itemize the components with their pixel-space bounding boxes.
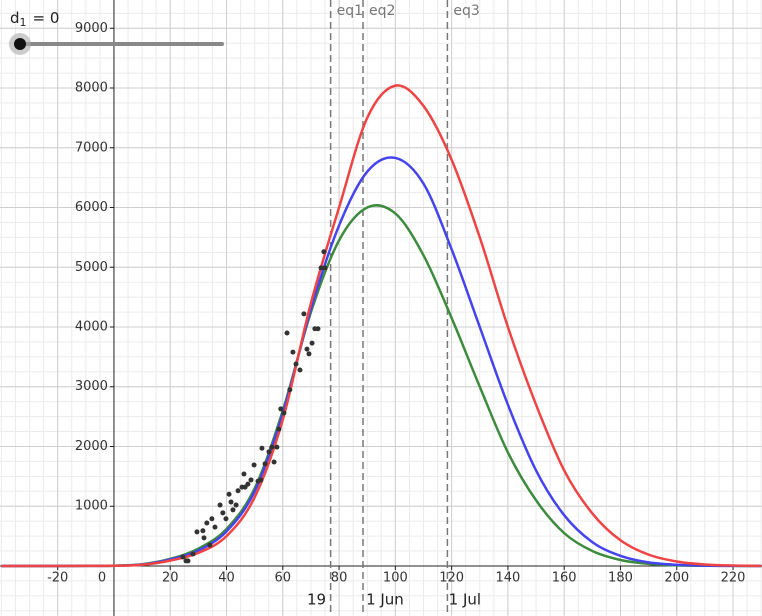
x-tick-label: 160 <box>552 570 577 585</box>
y-tick-label: 5000 <box>75 260 108 275</box>
slider-knob[interactable] <box>14 38 26 50</box>
slider-subscript: 1 <box>20 16 27 29</box>
data-point <box>322 265 328 271</box>
data-point <box>318 265 324 271</box>
x-tick-label: 80 <box>331 570 348 585</box>
data-point <box>290 349 296 355</box>
x-tick-label: 60 <box>275 570 292 585</box>
date-label: 1 Jun <box>366 591 404 609</box>
data-point <box>281 410 287 416</box>
data-point <box>278 406 284 412</box>
y-tick-label: 8000 <box>75 81 108 96</box>
data-point <box>271 459 277 465</box>
data-point <box>209 516 215 522</box>
x-tick-label: 180 <box>608 570 633 585</box>
data-point <box>204 520 210 526</box>
data-point <box>315 326 321 332</box>
data-point <box>220 510 226 516</box>
data-point <box>274 444 280 450</box>
data-point <box>180 554 186 560</box>
data-point <box>321 249 327 255</box>
data-point <box>259 445 265 451</box>
data-point <box>185 558 191 564</box>
data-point <box>248 477 254 483</box>
data-point <box>309 340 315 346</box>
data-point <box>293 361 299 367</box>
vertical-line-label: eq1 <box>337 3 363 19</box>
y-tick-label: 2000 <box>75 439 108 454</box>
data-point <box>269 444 275 450</box>
data-point <box>258 477 264 483</box>
data-point <box>230 507 236 513</box>
x-tick-label: 40 <box>218 570 235 585</box>
y-tick-label: 3000 <box>75 379 108 394</box>
data-point <box>223 516 229 522</box>
y-tick-label: 4000 <box>75 319 108 334</box>
y-tick-label: 7000 <box>75 140 108 155</box>
data-point <box>262 461 268 467</box>
slider-label: d1 = 0 <box>10 9 59 30</box>
vertical-line-label: eq2 <box>369 3 395 19</box>
x-tick-label: 100 <box>383 570 408 585</box>
data-point <box>226 491 232 497</box>
data-point <box>241 471 247 477</box>
data-point <box>276 426 282 432</box>
slider[interactable]: d1 = 0 <box>9 9 224 56</box>
date-label: 1 Jul <box>449 591 481 609</box>
data-point <box>217 502 223 508</box>
x-tick-label: -20 <box>47 570 68 585</box>
y-tick-label: 9000 <box>75 21 108 36</box>
data-point <box>284 330 290 336</box>
data-point <box>212 524 218 530</box>
slider-name: d <box>10 9 20 27</box>
x-tick-label: 0 <box>98 570 106 585</box>
data-point <box>266 449 272 455</box>
y-tick-label: 1000 <box>75 499 108 514</box>
curve <box>1 84 762 568</box>
data-point <box>304 346 310 352</box>
data-point <box>190 551 196 557</box>
x-tick-label: 220 <box>721 570 746 585</box>
vertical-line-label: eq3 <box>453 3 479 19</box>
data-point <box>297 367 303 373</box>
data-point <box>207 542 213 548</box>
data-point <box>306 351 312 357</box>
data-point <box>301 311 307 317</box>
data-point <box>194 529 200 535</box>
data-point <box>201 535 207 541</box>
y-tick-label: 6000 <box>75 200 108 215</box>
x-tick-label: 120 <box>439 570 464 585</box>
slider-value-text: = 0 <box>33 9 60 27</box>
data-point <box>251 462 257 468</box>
data-point <box>200 528 206 534</box>
data-point <box>287 387 293 393</box>
date-label: 19 <box>307 591 326 609</box>
data-point <box>233 502 239 508</box>
data-point <box>235 488 241 494</box>
x-tick-label: 140 <box>495 570 520 585</box>
data-point <box>228 499 234 505</box>
x-tick-label: 200 <box>664 570 689 585</box>
data-point <box>245 481 251 487</box>
x-tick-label: 20 <box>162 570 179 585</box>
